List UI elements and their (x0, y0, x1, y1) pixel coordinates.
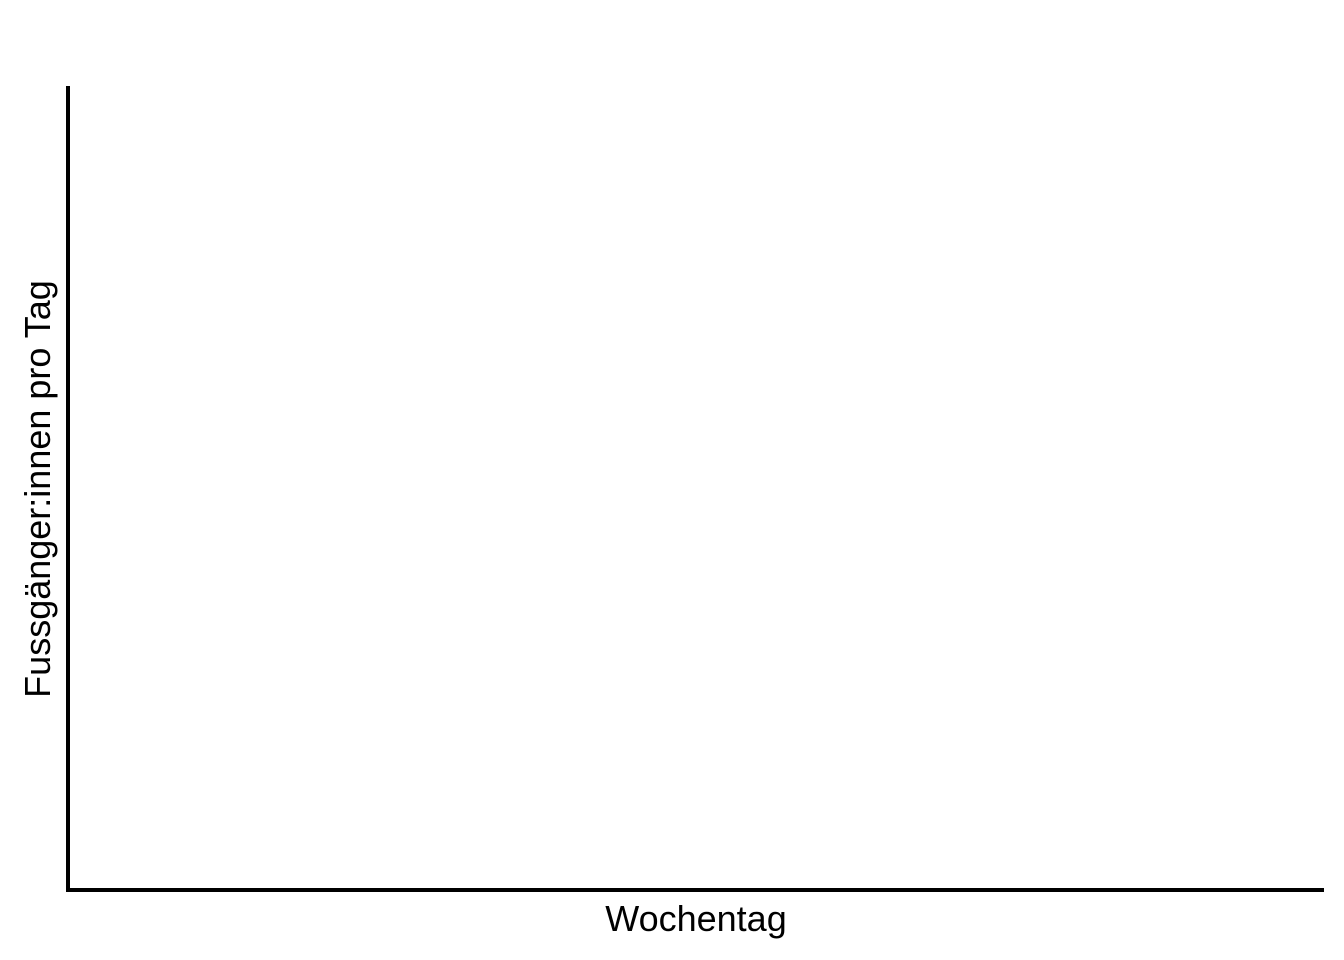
y-axis-title: Fussgänger:innen pro Tag (17, 280, 58, 698)
x-axis-title: Wochentag (605, 898, 786, 939)
plot-area (66, 86, 1324, 892)
